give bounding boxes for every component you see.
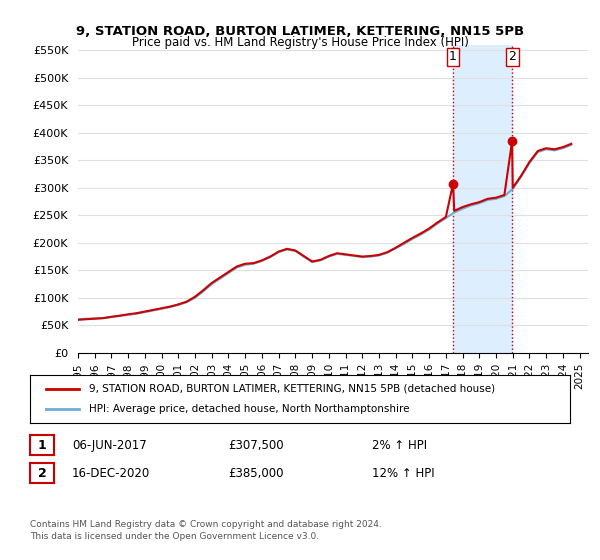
Text: Contains HM Land Registry data © Crown copyright and database right 2024.: Contains HM Land Registry data © Crown c… [30, 520, 382, 529]
Text: 9, STATION ROAD, BURTON LATIMER, KETTERING, NN15 5PB (detached house): 9, STATION ROAD, BURTON LATIMER, KETTERI… [89, 384, 496, 394]
Text: 2% ↑ HPI: 2% ↑ HPI [372, 438, 427, 452]
Text: 1: 1 [38, 438, 46, 452]
Text: Price paid vs. HM Land Registry's House Price Index (HPI): Price paid vs. HM Land Registry's House … [131, 36, 469, 49]
Text: 16-DEC-2020: 16-DEC-2020 [72, 466, 150, 480]
Text: 1: 1 [449, 50, 457, 63]
Text: 12% ↑ HPI: 12% ↑ HPI [372, 466, 434, 480]
Text: 9, STATION ROAD, BURTON LATIMER, KETTERING, NN15 5PB: 9, STATION ROAD, BURTON LATIMER, KETTERI… [76, 25, 524, 38]
Text: 2: 2 [508, 50, 516, 63]
Text: 2: 2 [38, 466, 46, 480]
Text: This data is licensed under the Open Government Licence v3.0.: This data is licensed under the Open Gov… [30, 532, 319, 541]
Text: £385,000: £385,000 [228, 466, 284, 480]
Bar [453, 45, 512, 353]
Text: HPI: Average price, detached house, North Northamptonshire: HPI: Average price, detached house, Nort… [89, 404, 410, 414]
Text: 06-JUN-2017: 06-JUN-2017 [72, 438, 147, 452]
Text: £307,500: £307,500 [228, 438, 284, 452]
